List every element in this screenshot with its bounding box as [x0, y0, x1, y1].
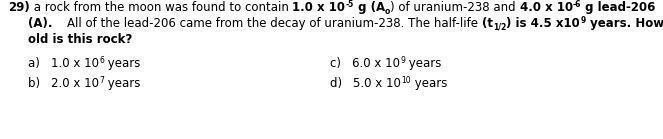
Text: 7: 7 [99, 76, 104, 85]
Text: 9: 9 [580, 16, 585, 25]
Text: 4.0 x 10: 4.0 x 10 [520, 1, 573, 14]
Text: b): b) [28, 77, 51, 90]
Text: d): d) [330, 77, 353, 90]
Text: 6: 6 [99, 56, 104, 65]
Text: years: years [104, 77, 141, 90]
Text: years: years [405, 57, 442, 70]
Text: years: years [411, 77, 448, 90]
Text: g lead-206: g lead-206 [581, 1, 655, 14]
Text: o: o [385, 7, 390, 16]
Text: g (A: g (A [353, 1, 385, 14]
Text: years. How: years. How [585, 17, 663, 30]
Text: 1.0 x 10: 1.0 x 10 [51, 57, 99, 70]
Text: -6: -6 [573, 0, 581, 9]
Text: (A).: (A). [28, 17, 52, 30]
Text: 10: 10 [401, 76, 411, 85]
Text: All of the lead-206 came from the decay of uranium-238. The half-life: All of the lead-206 came from the decay … [52, 17, 482, 30]
Text: c): c) [330, 57, 352, 70]
Text: ) is 4.5 x10: ) is 4.5 x10 [507, 17, 580, 30]
Text: (t: (t [482, 17, 493, 30]
Text: -5: -5 [345, 0, 353, 9]
Text: 5.0 x 10: 5.0 x 10 [353, 77, 401, 90]
Text: 6.0 x 10: 6.0 x 10 [352, 57, 400, 70]
Text: a): a) [28, 57, 51, 70]
Text: a rock from the moon was found to contain: a rock from the moon was found to contai… [30, 1, 292, 14]
Text: 1.0 x 10: 1.0 x 10 [292, 1, 345, 14]
Text: ) of uranium-238 and: ) of uranium-238 and [390, 1, 520, 14]
Text: old is this rock?: old is this rock? [28, 33, 132, 46]
Text: 29): 29) [8, 1, 30, 14]
Text: years: years [104, 57, 141, 70]
Text: 2.0 x 10: 2.0 x 10 [51, 77, 99, 90]
Text: 1/2: 1/2 [493, 23, 507, 32]
Text: 9: 9 [400, 56, 405, 65]
